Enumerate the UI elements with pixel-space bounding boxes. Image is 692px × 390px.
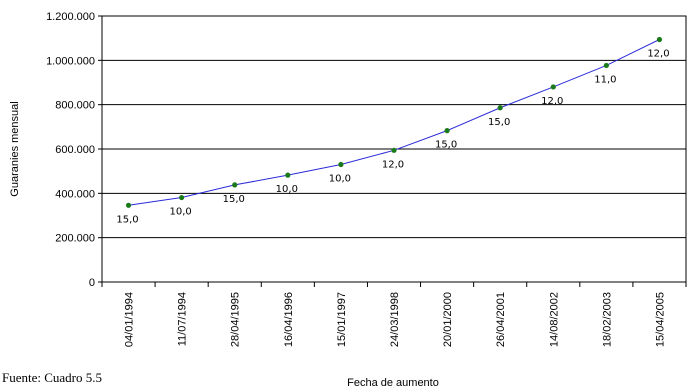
data-point: [179, 194, 185, 201]
data-label: 15,0: [223, 194, 245, 205]
x-axis-ticks: 04/01/1994 11/07/1994 28/04/1995 16/04/1996…: [101, 282, 687, 347]
data-point: [656, 36, 663, 43]
y-axis-title: Guaranies mensual: [9, 101, 21, 196]
data-label: 11,0: [594, 74, 616, 85]
data-point: [285, 172, 291, 178]
data-label: 15,0: [435, 140, 457, 151]
data-point: [603, 62, 609, 69]
data-point: [497, 105, 503, 111]
data-label: 12,0: [541, 96, 563, 107]
x-tick-label: 11/07/1994: [177, 292, 189, 346]
y-tick-label: 1.200.000: [46, 11, 95, 23]
x-tick-label: 20/01/2000: [442, 292, 454, 347]
data-label: 15,0: [488, 117, 510, 128]
data-point: [232, 182, 238, 188]
y-tick-label: 800.000: [55, 100, 95, 112]
x-tick-label: 16/04/1996: [283, 292, 295, 347]
x-tick-label: 15/04/2005: [654, 292, 666, 347]
series-line: [128, 39, 660, 206]
data-label: 15,0: [116, 214, 138, 225]
data-point: [444, 128, 450, 134]
x-tick-label: 26/04/2001: [495, 292, 507, 347]
data-point: [550, 84, 556, 90]
data-label: 12,0: [382, 159, 404, 170]
x-axis-title: Fecha de aumento: [347, 377, 439, 389]
x-tick-label: 15/01/1997: [336, 292, 348, 347]
data-point: [338, 161, 344, 168]
data-label: 10,0: [276, 184, 298, 195]
y-axis-ticks: 0 200.000 400.000 600.000 800.000 1.000.000 1.…: [46, 11, 102, 289]
data-label: 10,0: [329, 174, 351, 185]
x-tick-label: 14/08/2002: [548, 292, 560, 347]
data-labels: 15,0 10,0 15,0 10,0 10,0 12,0 15,0 15,0 12,0 11,0…: [116, 48, 669, 225]
data-label: 10,0: [170, 207, 192, 218]
data-point: [125, 202, 132, 208]
x-tick-label: 18/02/2003: [601, 292, 613, 347]
y-tick-label: 600.000: [55, 144, 95, 156]
y-tick-label: 1.000.000: [46, 55, 95, 67]
data-points: [125, 36, 663, 208]
y-tick-label: 200.000: [55, 233, 95, 245]
x-tick-label: 28/04/1995: [230, 292, 242, 347]
data-label: 12,0: [647, 48, 669, 59]
y-tick-label: 0: [89, 277, 95, 289]
x-tick-label: 04/01/1994: [124, 292, 136, 347]
x-tick-label: 24/03/1998: [389, 292, 401, 347]
source-note: Fuente: Cuadro 5.5: [2, 370, 103, 385]
data-point: [391, 147, 397, 153]
y-tick-label: 400.000: [55, 188, 95, 200]
